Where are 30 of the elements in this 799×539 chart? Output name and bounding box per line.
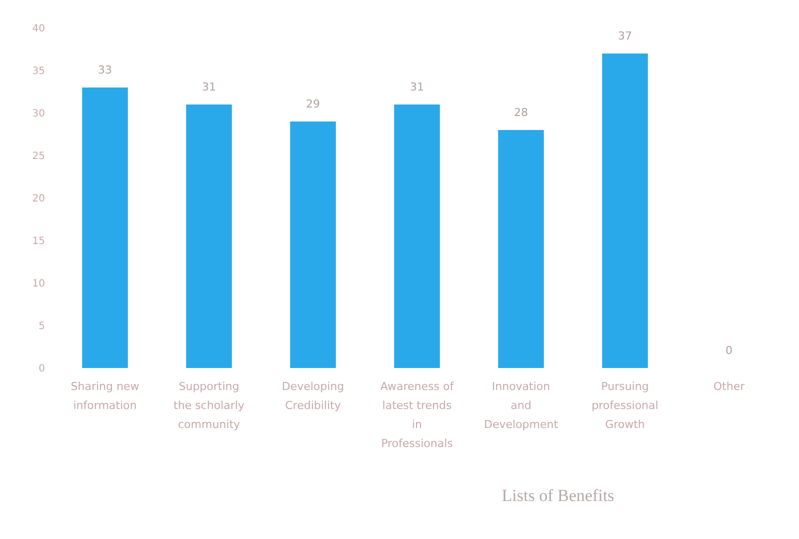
data-label: 31: [410, 80, 424, 94]
x-tick-label: Innovation and Development: [484, 380, 559, 431]
y-tick-label: 10: [32, 278, 45, 290]
data-label: 28: [514, 106, 528, 119]
x-tick-label: Other: [713, 380, 746, 393]
data-label: 37: [618, 30, 632, 42]
bar: [602, 54, 648, 368]
x-tick-label: Supporting the scholarly community: [174, 380, 245, 431]
x-axis-title: Lists of Benefits: [500, 486, 616, 506]
bar: [186, 104, 232, 368]
y-tick-label: 20: [32, 194, 45, 205]
y-tick-label: 5: [38, 321, 45, 332]
x-tick-label: Sharing new information: [70, 380, 140, 412]
bar: [394, 104, 440, 368]
y-tick-label: 40: [32, 24, 45, 35]
x-tick-label: Awareness of latest trends in Professionals: [380, 380, 455, 450]
data-label: 31: [202, 80, 216, 94]
data-label: 29: [306, 98, 320, 110]
y-tick-label: 25: [32, 151, 45, 162]
y-tick-label: 15: [32, 236, 45, 248]
y-tick-label: 0: [38, 364, 45, 375]
data-label: 33: [98, 64, 112, 76]
bar: [498, 130, 544, 368]
data-label: 0: [726, 344, 732, 357]
bar: [82, 88, 128, 368]
bar: [290, 122, 336, 368]
x-tick-label: Developing Credibility: [282, 380, 344, 412]
y-tick-label: 30: [32, 108, 45, 120]
y-tick-label: 35: [32, 66, 45, 78]
x-tick-label: Pursuing professional Growth: [592, 380, 658, 431]
